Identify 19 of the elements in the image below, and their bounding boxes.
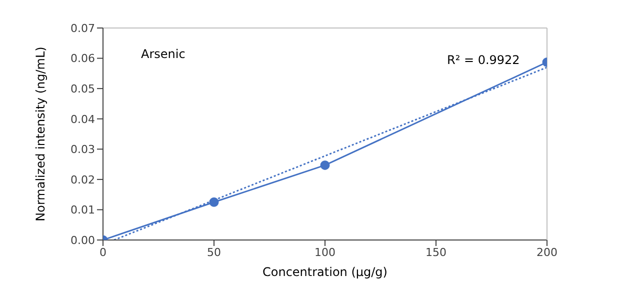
annotation: Arsenic xyxy=(141,47,186,61)
x-axis-title: Concentration (µg/g) xyxy=(262,265,388,279)
y-tick-label: 0.05 xyxy=(70,82,95,96)
point xyxy=(209,197,219,207)
y-tick-label: 0.06 xyxy=(70,52,95,66)
annotation: R² = 0.9922 xyxy=(447,53,520,67)
y-axis-title: Normalized intensity (ng/mL) xyxy=(33,46,48,222)
x-tick-label: 150 xyxy=(426,246,446,259)
x-tick-label: 100 xyxy=(314,246,336,259)
y-tick-label: 0.02 xyxy=(70,173,95,186)
y-tick-label: 0.07 xyxy=(70,22,95,35)
x-tick-label: 200 xyxy=(536,246,558,259)
point xyxy=(320,160,330,170)
y-tick-label: 0.03 xyxy=(70,143,95,156)
y-tick-label: 0.04 xyxy=(70,112,95,126)
x-tick-label: 50 xyxy=(207,246,221,259)
x-tick-label: 0 xyxy=(100,246,106,259)
y-tick-label: 0.01 xyxy=(70,204,95,217)
y-tick-label: 0.00 xyxy=(70,234,95,247)
